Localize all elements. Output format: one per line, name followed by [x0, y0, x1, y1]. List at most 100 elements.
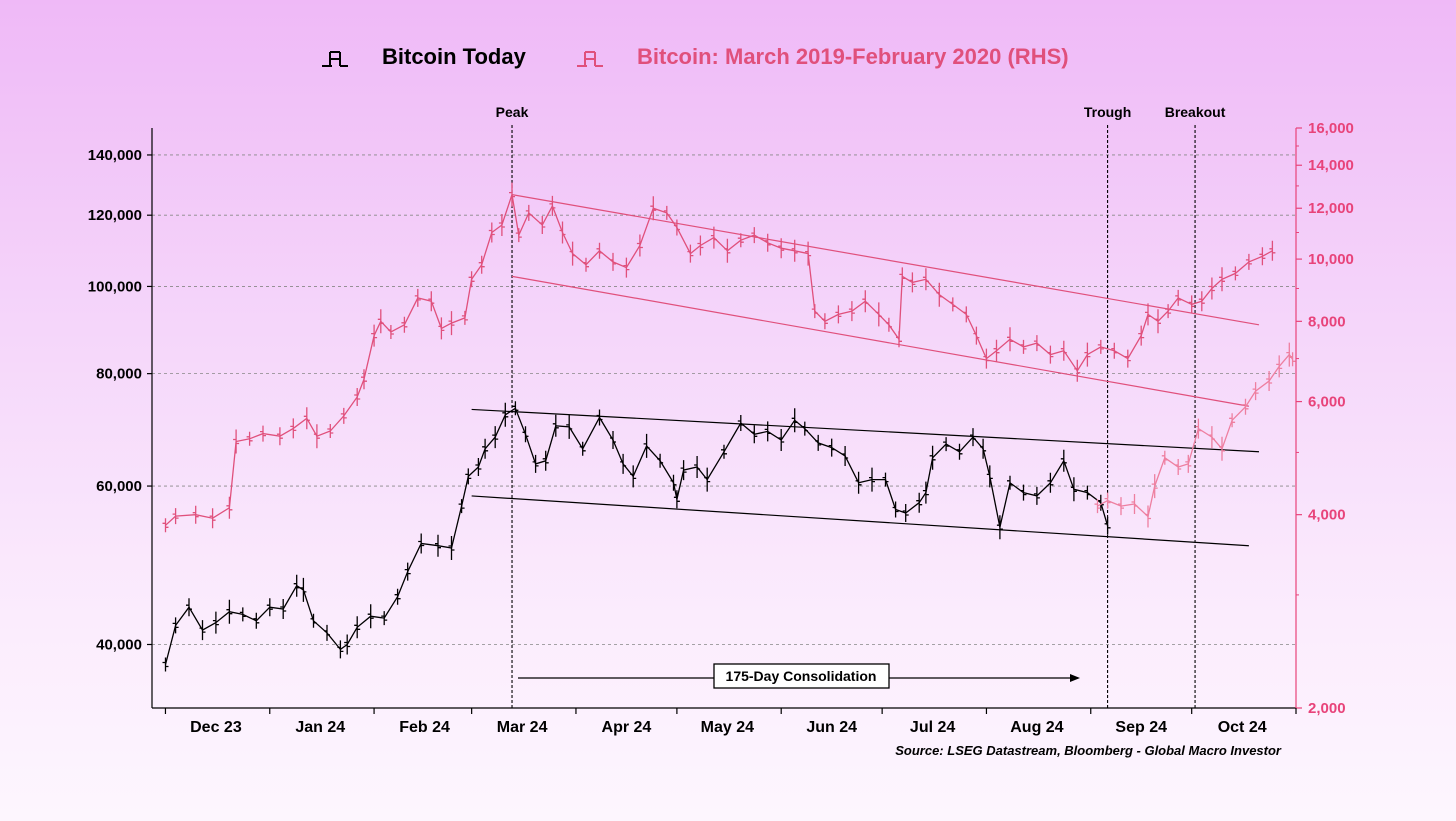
- series-1-bar-36: [583, 257, 589, 272]
- x-tick-label-6: Jun 24: [806, 719, 857, 736]
- series-1-bar-54: [811, 304, 818, 319]
- series-1-bar-59: [875, 302, 882, 327]
- legend-swatch-series2: [577, 51, 603, 67]
- series-1-bar-33: [549, 195, 556, 216]
- marker-label-0: Peak: [496, 104, 529, 120]
- series-0-bar-0: [162, 657, 169, 672]
- series-1-bar-72: [1020, 339, 1027, 354]
- series-0-bar-61: [892, 501, 899, 518]
- series-0-bar-4: [212, 611, 219, 634]
- series-1-bar-84: [1165, 304, 1172, 319]
- legend-label-series2: Bitcoin: March 2019-February 2020 (RHS): [637, 44, 1069, 69]
- series-1-bar-25: [468, 271, 475, 288]
- series-2: [1094, 342, 1296, 528]
- series-0-bar-57: [842, 446, 849, 466]
- series-0-bar-30: [512, 401, 519, 416]
- series-0-bar-5: [226, 599, 233, 624]
- x-tick-label-2: Feb 24: [399, 719, 450, 736]
- legend-swatch-series1: [322, 51, 348, 67]
- series-0-bar-42: [657, 453, 664, 468]
- series-2-bar-7: [1175, 459, 1182, 475]
- marker-label-2: Breakout: [1165, 104, 1226, 120]
- series-1-bar-17: [377, 309, 384, 334]
- series-0-bar-60: [882, 472, 889, 487]
- series-1: [162, 182, 1276, 533]
- series-0-bar-53: [791, 408, 798, 433]
- series-1-bar-15: [361, 369, 367, 390]
- series-1-bar-50: [764, 233, 771, 252]
- series-1-bar-30: [515, 228, 522, 243]
- series-1-bar-57: [848, 301, 855, 322]
- series-1-bar-66: [949, 297, 956, 312]
- series-0-bar-39: [620, 453, 627, 474]
- series-1-bar-91: [1245, 253, 1252, 270]
- series-0-bar-62: [902, 504, 909, 522]
- series-0-bar-34: [552, 414, 559, 437]
- series-0-bar-19: [394, 588, 401, 605]
- x-tick-label-8: Aug 24: [1010, 719, 1063, 736]
- series-0-line: [164, 407, 1109, 665]
- series-0-bar-74: [1033, 486, 1040, 505]
- series-1-bar-21: [428, 291, 435, 312]
- series-1-bar-74: [1047, 345, 1054, 364]
- series-0-bar-29: [502, 402, 509, 427]
- series-0-bar-77: [1070, 477, 1077, 502]
- series-2-bar-0: [1094, 499, 1101, 514]
- series-2-bar-12: [1229, 413, 1236, 428]
- series-1-bar-29: [509, 182, 515, 207]
- series-1-bar-16: [371, 324, 378, 347]
- series-0-bar-13: [324, 624, 330, 641]
- x-tick-label-10: Oct 24: [1218, 719, 1267, 736]
- series-1-bar-45: [697, 235, 704, 256]
- series-0-bar-33: [542, 450, 549, 471]
- series-0-bar-65: [929, 445, 936, 470]
- series-0-bar-32: [532, 454, 539, 473]
- series-1-bar-65: [936, 282, 943, 307]
- right-tick-label-6: 14,000: [1308, 157, 1354, 174]
- series-2-bar-13: [1242, 398, 1249, 415]
- series-0-bar-8: [266, 598, 273, 617]
- series-1-bar-23: [448, 311, 455, 336]
- series-0-bar-59: [869, 467, 875, 492]
- series-2-bar-18: [1289, 352, 1296, 367]
- series-1-bar-12: [327, 424, 334, 438]
- series-1-bar-78: [1097, 339, 1104, 354]
- series-0-bar-70: [986, 465, 993, 488]
- series-1-bar-9: [290, 418, 297, 439]
- series-1-bar-76: [1074, 359, 1081, 382]
- series-1-bar-77: [1084, 342, 1091, 367]
- series-1-bar-70: [993, 339, 1000, 362]
- series-0-bar-69: [980, 438, 987, 459]
- series-0-bar-1: [172, 617, 179, 634]
- series-1-bar-39: [623, 257, 630, 278]
- series-0: [162, 401, 1111, 672]
- series-0-bar-7: [253, 612, 260, 629]
- series-0-bar-48: [721, 444, 727, 459]
- series-0-bar-28: [492, 426, 499, 449]
- series-1-bar-89: [1219, 267, 1225, 292]
- series-2-bar-6: [1161, 450, 1168, 465]
- series-2-bar-17: [1286, 342, 1293, 367]
- series-0-bar-17: [367, 604, 374, 629]
- series-1-bar-8: [276, 427, 283, 446]
- series-2-bar-9: [1195, 418, 1202, 439]
- right-tick-label-7: 16,000: [1308, 120, 1354, 137]
- left-tick-label-2: 80,000: [96, 366, 142, 383]
- series-0-bar-38: [610, 431, 616, 449]
- series-1-bar-22: [438, 317, 445, 340]
- series-2-bar-16: [1276, 355, 1283, 378]
- series-1-bar-18: [387, 325, 394, 339]
- x-tick-label-3: Mar 24: [497, 719, 548, 736]
- series-1-bar-10: [303, 407, 310, 430]
- series-0-bar-18: [381, 611, 388, 626]
- series-1-bar-38: [610, 252, 616, 271]
- legend-label-series1: Bitcoin Today: [382, 44, 527, 69]
- series-0-bar-52: [778, 429, 785, 451]
- left-tick-label-5: 140,000: [88, 147, 142, 164]
- series-0-bar-14: [337, 640, 344, 659]
- series-2-bar-10: [1208, 426, 1215, 449]
- series-0-bar-64: [922, 481, 929, 504]
- x-tick-label-0: Dec 23: [190, 719, 242, 736]
- series-1-bar-64: [922, 268, 929, 291]
- series-1-bar-44: [687, 244, 694, 263]
